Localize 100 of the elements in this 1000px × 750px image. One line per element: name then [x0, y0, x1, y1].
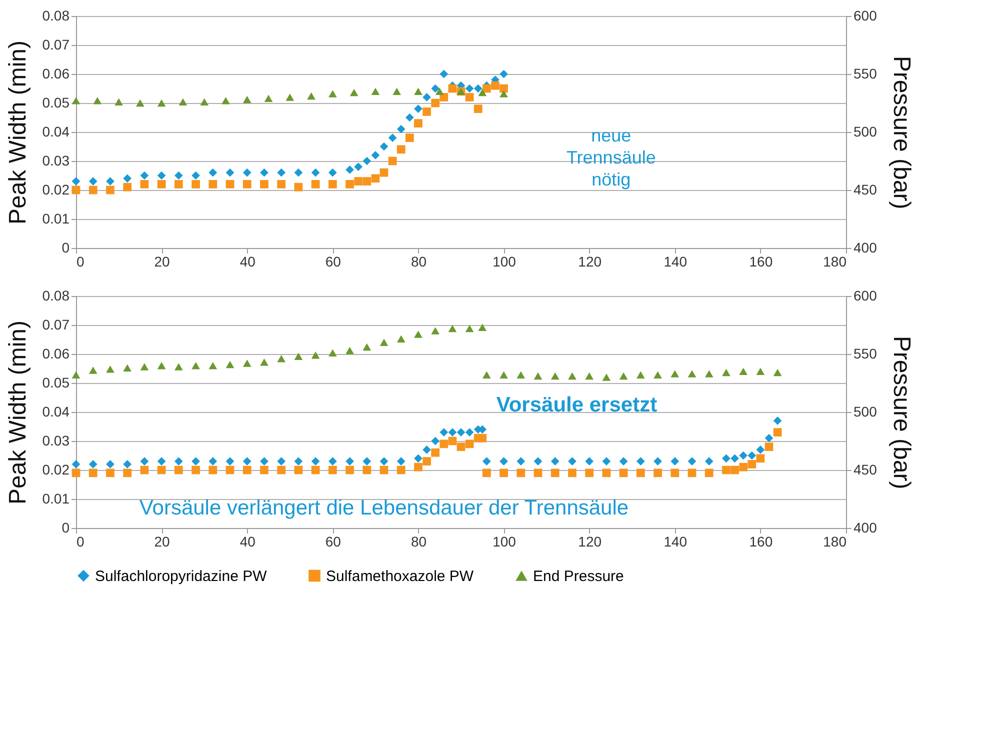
- point: [431, 98, 440, 108]
- point: [178, 98, 188, 106]
- point: [448, 84, 457, 93]
- x-tick-label: 180: [823, 534, 847, 550]
- x-tick-label: 160: [749, 534, 773, 550]
- point: [242, 457, 252, 466]
- point: [226, 466, 234, 474]
- point: [157, 362, 166, 370]
- point: [72, 371, 80, 379]
- point: [654, 371, 662, 379]
- point: [748, 451, 756, 460]
- point: [619, 468, 628, 478]
- annotation: Vorsäule ersetzt: [496, 393, 658, 416]
- point: [550, 468, 560, 478]
- point: [277, 180, 286, 188]
- point: [396, 457, 406, 466]
- point: [392, 88, 402, 96]
- x-tick-label: 60: [325, 534, 342, 550]
- point: [670, 457, 680, 466]
- point: [688, 457, 696, 466]
- point: [106, 365, 114, 373]
- x-tick-label: 180: [823, 254, 847, 270]
- point: [396, 466, 406, 474]
- y2-tick-label: 500: [854, 124, 878, 140]
- point: [311, 466, 320, 474]
- y-tick-label: 0.08: [42, 288, 70, 304]
- point: [422, 93, 431, 102]
- point: [380, 338, 388, 346]
- point: [226, 360, 234, 368]
- y2-tick-label: 600: [854, 8, 878, 24]
- point: [311, 168, 320, 177]
- point: [440, 440, 448, 448]
- point: [307, 92, 316, 100]
- annotation: Vorsäule verlängert die Lebensdauer der Trennsäule: [139, 496, 629, 520]
- point: [328, 457, 337, 466]
- point: [414, 330, 422, 338]
- x-tick-label: 140: [664, 534, 688, 550]
- legend-label: Sulfamethoxazole PW: [326, 568, 474, 585]
- point: [431, 84, 440, 93]
- point: [722, 368, 730, 376]
- point: [174, 363, 183, 370]
- point: [157, 180, 166, 188]
- point: [380, 168, 388, 177]
- point: [192, 171, 200, 180]
- y-tick-label: 0.01: [42, 490, 70, 506]
- point: [414, 104, 422, 113]
- point: [636, 468, 645, 478]
- y-tick-label: 0.02: [42, 182, 70, 198]
- point: [277, 168, 286, 177]
- point: [773, 368, 782, 376]
- y2-tick-label: 450: [854, 462, 878, 478]
- point: [328, 168, 337, 177]
- x-tick-label: 0: [76, 254, 84, 270]
- point: [226, 180, 234, 188]
- point: [602, 374, 611, 381]
- point: [764, 434, 774, 442]
- y2-tick-label: 400: [854, 520, 878, 536]
- point: [192, 180, 200, 188]
- point: [764, 442, 774, 451]
- point: [260, 180, 268, 188]
- point: [465, 84, 474, 93]
- point: [500, 90, 508, 98]
- point: [482, 84, 491, 93]
- point: [328, 180, 337, 188]
- point: [534, 468, 542, 478]
- point: [500, 70, 508, 78]
- y2-tick-label: 450: [854, 182, 878, 198]
- point: [670, 370, 680, 378]
- point: [106, 460, 114, 468]
- point: [140, 363, 149, 370]
- point: [380, 457, 388, 466]
- point: [739, 462, 748, 472]
- point: [294, 168, 303, 177]
- y-axis-title: Peak Width (min): [4, 40, 32, 225]
- point: [140, 466, 149, 474]
- y2-axis-title: Pressure (bar): [888, 336, 915, 490]
- point: [478, 88, 487, 96]
- point: [550, 457, 560, 466]
- point: [414, 88, 422, 96]
- point: [388, 134, 397, 142]
- point: [88, 366, 98, 374]
- point: [396, 145, 406, 154]
- point: [414, 462, 422, 472]
- point: [346, 180, 354, 188]
- point: [516, 457, 526, 466]
- point: [440, 428, 448, 436]
- point: [636, 371, 645, 379]
- y-axis-title: Peak Width (min): [4, 320, 32, 505]
- point: [260, 457, 268, 466]
- point: [260, 168, 268, 177]
- point: [534, 457, 542, 466]
- point: [311, 180, 320, 188]
- x-tick-label: 0: [76, 534, 84, 550]
- point: [362, 177, 372, 186]
- point: [140, 457, 149, 466]
- y-tick-label: 0.06: [42, 66, 70, 82]
- point: [123, 174, 132, 183]
- point: [208, 168, 218, 177]
- point: [500, 468, 508, 478]
- point: [704, 370, 714, 378]
